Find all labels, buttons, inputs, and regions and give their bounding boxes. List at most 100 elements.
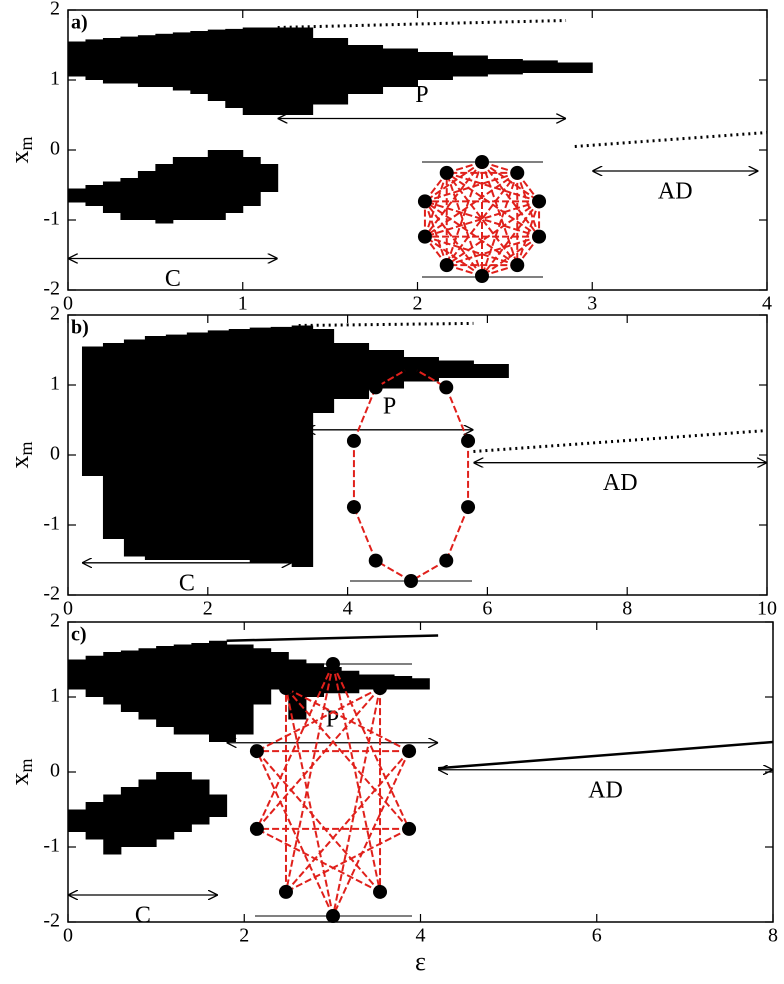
range-bar: [228, 329, 251, 560]
range-bar: [120, 787, 139, 847]
range-bar: [68, 188, 86, 203]
range-bar: [103, 652, 122, 705]
range-bar: [172, 32, 191, 91]
annotation-label: AD: [658, 179, 693, 205]
inset-node: [461, 500, 476, 515]
range-bar: [225, 28, 244, 108]
panel: 0 2 4 6 8 10 -2 -1 0 1 2 b) xm P C AD: [5, 303, 777, 620]
x-tick-label: 8: [622, 598, 632, 620]
inset-node: [532, 194, 547, 209]
inset-node: [249, 821, 264, 836]
x-tick-label: 4: [343, 598, 353, 620]
x-tick-label: 10: [757, 598, 777, 620]
range-bar: [173, 772, 192, 832]
x-tick-label: 6: [482, 598, 492, 620]
x-axis-label: ε: [415, 947, 426, 976]
panel-label: a): [71, 12, 88, 34]
range-bar: [172, 157, 191, 220]
inset-edge: [353, 506, 377, 561]
inset-edge: [446, 172, 540, 238]
range-bar: [120, 36, 139, 84]
inset-edge: [285, 750, 410, 893]
range-bar: [120, 178, 139, 220]
range-bar: [341, 670, 360, 694]
inset-edge: [284, 663, 334, 893]
inset-node: [475, 155, 489, 169]
inset-edge: [285, 687, 410, 752]
inset-node: [368, 380, 383, 395]
range-bar: [270, 326, 293, 564]
range-bar: [249, 327, 272, 564]
inset-edge: [332, 687, 382, 917]
range-bar: [333, 343, 370, 399]
inset-node: [439, 258, 454, 273]
annotation-label: AD: [588, 777, 623, 803]
inset-node: [510, 165, 525, 180]
y-tick-label: 0: [50, 443, 60, 465]
range-bar: [312, 38, 349, 105]
inset-node: [417, 229, 432, 244]
range-bar: [207, 150, 226, 220]
inset-edge: [445, 172, 483, 277]
network-inset: [249, 657, 417, 923]
inset-edge: [284, 687, 334, 917]
y-tick-label: 2: [50, 610, 60, 632]
range-bar: [155, 33, 174, 87]
range-bar: [298, 329, 335, 413]
range-bar: [68, 659, 87, 690]
range-bar: [288, 659, 307, 720]
inset-edge: [256, 750, 381, 893]
x-tick-label: 2: [413, 293, 423, 315]
inset-edge: [423, 172, 448, 237]
inset-edge: [424, 235, 483, 277]
x-tick-label: 0: [63, 925, 73, 947]
x-tick-label: 0: [63, 598, 73, 620]
range-bar: [102, 343, 125, 539]
annotation-label: C: [165, 266, 181, 292]
inset-node: [417, 194, 432, 209]
inset-node: [278, 884, 293, 899]
range-bar: [522, 60, 558, 73]
range-bar: [253, 648, 272, 705]
range-bar: [165, 334, 188, 560]
annotation-label: P: [415, 82, 428, 108]
range-bar: [120, 650, 139, 712]
range-bar: [144, 336, 167, 560]
inset-edge: [256, 750, 334, 917]
branch-line: [574, 131, 768, 148]
range-bar: [277, 27, 314, 115]
branch-line: [473, 429, 768, 453]
network-inset: [417, 155, 547, 283]
inset-node: [439, 165, 454, 180]
range-bar: [68, 809, 87, 832]
y-axis-label-main: x: [5, 151, 34, 164]
y-tick-label: 1: [50, 68, 60, 90]
range-bar: [156, 772, 175, 840]
range-bar: [85, 39, 104, 80]
x-tick-label: 2: [203, 598, 213, 620]
y-tick-label: 1: [50, 685, 60, 707]
inset-edge: [445, 172, 519, 266]
range-bar: [417, 52, 453, 80]
y-tick-label: -1: [43, 513, 60, 535]
y-axis-label-sub: m: [16, 758, 36, 772]
inset-node: [439, 380, 454, 395]
inset-node: [404, 360, 418, 374]
inset-edge: [256, 687, 381, 830]
y-tick-label: 2: [50, 303, 60, 325]
range-bar: [207, 330, 230, 560]
inset-edge: [445, 161, 483, 266]
range-bar: [438, 360, 474, 378]
range-bar: [217, 644, 236, 742]
range-bar: [85, 185, 104, 206]
range-bar: [242, 27, 261, 115]
inset-node: [439, 553, 454, 568]
inset-edge: [424, 171, 518, 203]
inset-edge: [481, 161, 540, 238]
panel: 0 1 2 3 4 -2 -1 0 1 2 a) xm P C AD: [5, 0, 772, 315]
y-axis-label-main: x: [5, 773, 34, 786]
panel-label: b): [71, 317, 89, 339]
range-bar: [155, 164, 174, 224]
range-bar: [347, 45, 384, 94]
